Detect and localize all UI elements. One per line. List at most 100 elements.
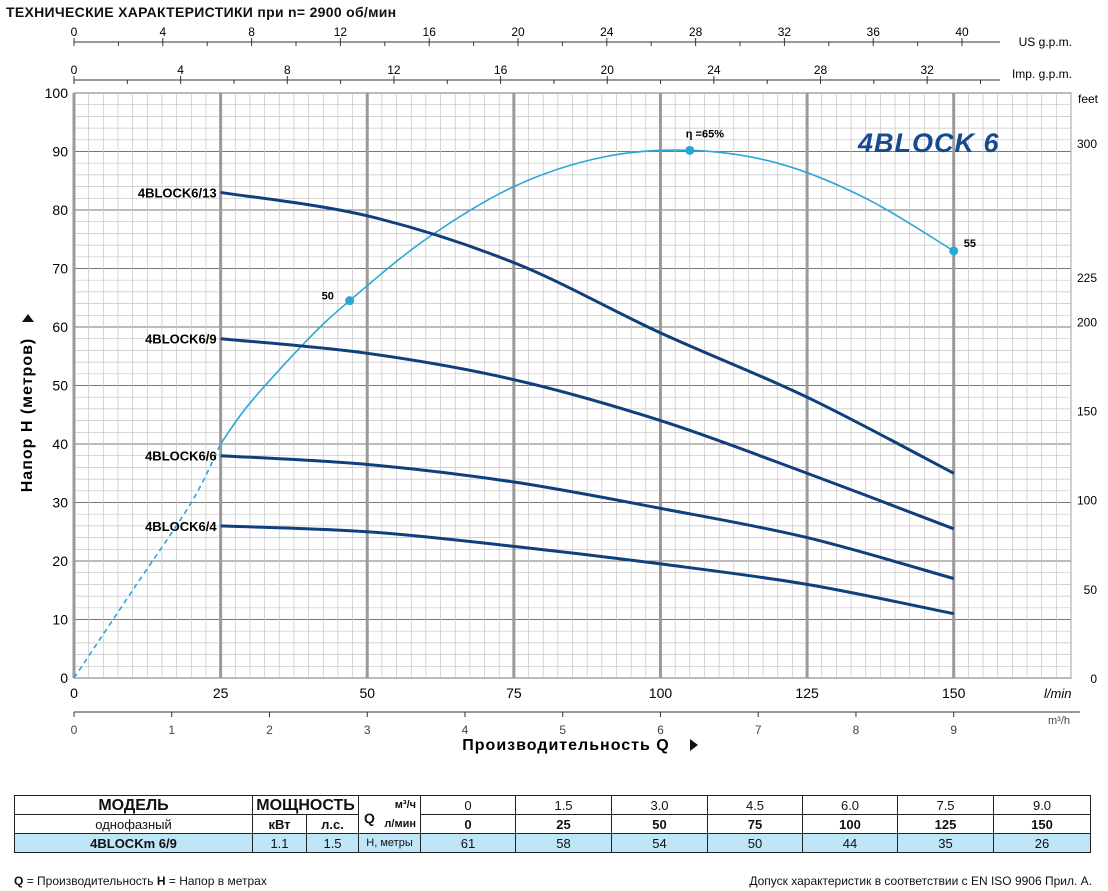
head-cell: 58	[515, 833, 613, 853]
y-tick-label: 0	[60, 670, 68, 686]
m3h-cell: 3.0	[611, 795, 709, 815]
imp-gpm-tick-label: 12	[387, 63, 401, 77]
m3h-cell: 6.0	[802, 795, 899, 815]
footer-q-text: = Производительность	[26, 874, 154, 888]
head-cell: 50	[707, 833, 804, 853]
m3h-tick-label: 2	[266, 723, 273, 737]
m3h-cell: 9.0	[993, 795, 1092, 815]
y-tick-label: 50	[52, 378, 68, 394]
m3h-tick-label: 6	[657, 723, 664, 737]
m3h-tick-label: 4	[462, 723, 469, 737]
feet-tick-label: 100	[1077, 494, 1097, 508]
feet-tick-label: 225	[1077, 271, 1097, 285]
x-tick-label: 75	[506, 685, 522, 701]
y-tick-label: 100	[45, 85, 69, 101]
series-label: 4BLOCK6/13	[138, 185, 217, 200]
us-gpm-tick-label: 24	[600, 25, 614, 39]
feet-tick-label: 150	[1077, 405, 1097, 419]
lmin-cell: 150	[993, 814, 1092, 834]
imp-gpm-tick-label: 24	[707, 63, 721, 77]
y-tick-label: 20	[52, 553, 68, 569]
y-tick-label: 40	[52, 436, 68, 452]
y-tick-label: 30	[52, 495, 68, 511]
hp-cell: 1.5	[305, 833, 360, 853]
series-label: 4BLOCK6/4	[145, 519, 217, 534]
imp-gpm-tick-label: 0	[71, 63, 78, 77]
us-gpm-tick-label: 20	[511, 25, 525, 39]
y-tick-label: 90	[52, 144, 68, 160]
unit-m3h-label: м³/ч	[394, 799, 417, 811]
imp-gpm-label: Imp. g.p.m.	[1012, 67, 1072, 81]
feet-tick-label: 50	[1084, 583, 1098, 597]
lmin-cell: 125	[897, 814, 995, 834]
series-label: 4BLOCK6/9	[145, 332, 217, 347]
us-gpm-tick-label: 0	[71, 25, 78, 39]
footer-h-symbol: H	[156, 874, 166, 888]
head-cell: 54	[611, 833, 709, 853]
us-gpm-tick-label: 36	[867, 25, 881, 39]
lmin-cell: 25	[515, 814, 613, 834]
table-header-row: МОДЕЛЬ МОЩНОСТЬ Q м³/ч л/мин 0 1.5 3.0 4…	[14, 795, 1092, 834]
us-gpm-tick-label: 40	[955, 25, 969, 39]
us-gpm-tick-label: 8	[248, 25, 255, 39]
unit-q-label: Q	[364, 810, 375, 826]
unit-lmin-label: л/мин	[384, 818, 417, 830]
m3h-tick-label: 0	[71, 723, 78, 737]
us-gpm-tick-label: 16	[423, 25, 437, 39]
m3h-tick-label: 9	[950, 723, 957, 737]
y-axis-arrow-icon	[22, 314, 34, 322]
y-tick-label: 10	[52, 612, 68, 628]
col-power-header: МОЩНОСТЬ	[251, 795, 360, 815]
footer-standard-note: Допуск характеристик в соответствии с EN…	[749, 874, 1092, 888]
y-axis-title: Напор Н (метров)	[19, 338, 36, 493]
head-cell: 26	[993, 833, 1092, 853]
lmin-cell: 0	[420, 814, 517, 834]
footer-legend: Q = Производительность H = Напор в метра…	[14, 874, 267, 888]
table-subheader-row: однофазный кВт л.с. 0 25 50 75 100 125 1…	[14, 814, 1092, 834]
us-gpm-tick-label: 4	[159, 25, 166, 39]
table-row: 4BLOCKm 6/9 1.1 1.5 H, метры 61 58 54 50…	[14, 833, 1092, 853]
x-tick-label: 150	[942, 685, 966, 701]
m3h-tick-label: 1	[168, 723, 175, 737]
feet-tick-label: 200	[1077, 315, 1097, 329]
col-model-header: МОДЕЛЬ	[14, 795, 253, 815]
imp-gpm-tick-label: 20	[601, 63, 615, 77]
lmin-cell: 50	[611, 814, 709, 834]
imp-gpm-tick-label: 16	[494, 63, 508, 77]
efficiency-point	[345, 296, 355, 306]
efficiency-point-label: 55	[964, 238, 976, 250]
head-cell: 61	[420, 833, 517, 853]
kw-cell: 1.1	[252, 833, 307, 853]
imp-gpm-tick-label: 8	[284, 63, 291, 77]
m3h-cell: 1.5	[515, 795, 613, 815]
y-tick-label: 70	[52, 261, 68, 277]
efficiency-point	[949, 246, 959, 256]
brand-logo: 4BLOCK 6	[857, 128, 1000, 158]
imp-gpm-tick-label: 4	[177, 63, 184, 77]
x-tick-label: 25	[213, 685, 229, 701]
x-unit-label: l/min	[1044, 686, 1071, 701]
x-tick-label: 0	[70, 685, 78, 701]
series-line	[220, 524, 954, 616]
col-phase-header: однофазный	[14, 814, 253, 834]
x-tick-label: 50	[359, 685, 375, 701]
chart-axes	[73, 38, 1080, 717]
m3h-tick-label: 8	[853, 723, 860, 737]
m3h-unit-label: m³/h	[1048, 715, 1070, 727]
series-line	[220, 454, 955, 580]
us-gpm-tick-label: 32	[778, 25, 792, 39]
m3h-tick-label: 3	[364, 723, 371, 737]
series-line	[220, 337, 955, 531]
series-line	[220, 190, 955, 475]
feet-tick-label: 300	[1077, 137, 1097, 151]
series-label: 4BLOCK6/6	[145, 449, 217, 464]
col-kw-header: кВт	[252, 814, 307, 834]
imp-gpm-tick-label: 32	[920, 63, 934, 77]
x-tick-label: 125	[795, 685, 819, 701]
unit-cell: Q м³/ч л/мин	[358, 795, 422, 834]
m3h-cell: 7.5	[897, 795, 995, 815]
chart-curves	[73, 145, 959, 679]
efficiency-point-label: 50	[322, 291, 334, 303]
m3h-tick-label: 5	[559, 723, 566, 737]
